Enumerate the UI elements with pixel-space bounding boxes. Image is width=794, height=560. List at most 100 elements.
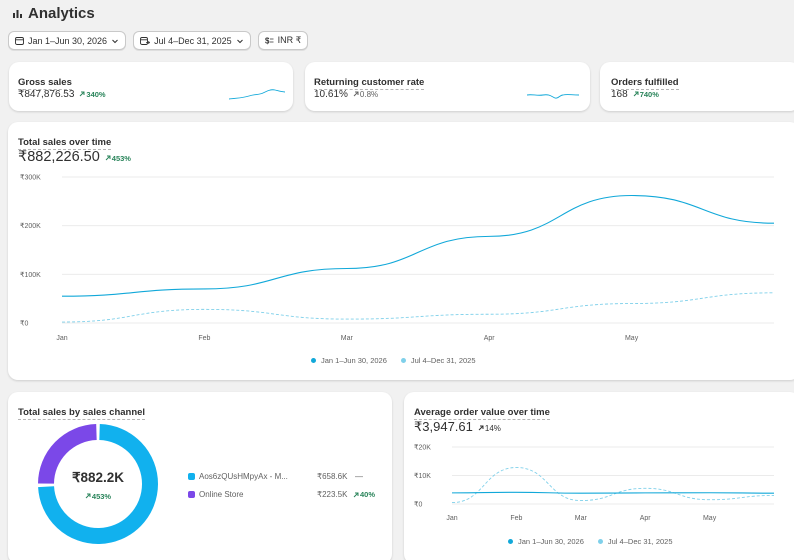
legend-dot: [311, 358, 316, 363]
arrow-up-right-icon: [353, 91, 359, 97]
x-tick-label: May: [703, 515, 717, 522]
sales-by-channel-card: Total sales by sales channel ₹882.2K 453…: [8, 392, 392, 560]
chart-legend: Jan 1–Jun 30, 2026 Jul 4–Dec 31, 2025: [508, 537, 673, 546]
total-sales-line-chart: ₹300K ₹200K ₹100K ₹0 Jan Feb Mar Apr May: [20, 174, 775, 342]
delta-badge: 453%: [85, 492, 111, 501]
x-tick-label: Mar: [341, 335, 354, 342]
date-range-label: Jan 1–Jun 30, 2026: [28, 35, 108, 46]
arrow-up-right-icon: [80, 91, 85, 97]
bar-chart-icon: [13, 10, 22, 18]
y-tick-label: ₹200K: [20, 222, 41, 230]
legend-item-current[interactable]: Jan 1–Jun 30, 2026: [311, 356, 387, 365]
calendar-compare-icon: [140, 37, 151, 45]
chart-title: Total sales by sales channel: [18, 407, 146, 420]
x-tick-label: Apr: [484, 335, 496, 342]
aov-line-chart: ₹20K ₹10K ₹0 Jan Feb Mar Apr May: [414, 444, 775, 522]
legend-item-comparison[interactable]: Jul 4–Dec 31, 2025: [597, 537, 673, 546]
y-tick-label: ₹0: [20, 320, 28, 328]
delta-badge: 740%: [633, 90, 659, 99]
total-sales-value: ₹882,226.50: [18, 149, 100, 165]
kpi-value: 168: [611, 89, 628, 100]
channel-value: ₹223.5K: [317, 490, 348, 499]
series-line-current: [451, 491, 775, 494]
y-tick-label: ₹20K: [414, 444, 431, 452]
sparkline: [527, 94, 579, 99]
channel-name: Aos6zQUsHMpyAx - M...: [199, 472, 288, 481]
page-title: Analytics: [28, 5, 95, 22]
kpi-card-orders-fulfilled[interactable]: Orders fulfilled 168 740%: [600, 62, 794, 111]
kpi-value: ₹847,876.53: [18, 89, 75, 100]
delta-value: 0.8%: [359, 89, 379, 99]
kpi-value: 10.61%: [314, 89, 348, 100]
arrow-up-right-icon: [478, 425, 484, 431]
y-tick-label: ₹0: [414, 501, 422, 509]
legend-label: Jul 4–Dec 31, 2025: [607, 537, 673, 546]
legend-label: Jul 4–Dec 31, 2025: [410, 356, 476, 365]
x-tick-label: Mar: [575, 515, 588, 522]
channel-name: Online Store: [199, 490, 244, 499]
channel-swatch: [188, 491, 195, 498]
delta-badge: 340%: [79, 89, 106, 99]
currency-button[interactable]: $ INR ₹: [257, 31, 309, 50]
legend-item-comparison[interactable]: Jul 4–Dec 31, 2025: [400, 356, 476, 365]
kpi-title: Returning customer rate: [314, 77, 425, 90]
delta-value: 453%: [91, 491, 112, 501]
legend-dot: [400, 358, 406, 363]
x-tick-label: Feb: [198, 335, 210, 342]
arrow-up-right-icon: [353, 492, 359, 497]
kpi-card-gross-sales[interactable]: Gross sales ₹847,876.53 340%: [9, 62, 293, 111]
x-tick-label: Feb: [510, 515, 522, 522]
delta-value: 340%: [86, 89, 106, 99]
delta-badge: 14%: [478, 424, 501, 433]
x-tick-label: Jan: [56, 335, 67, 342]
series-line-comparison: [61, 292, 775, 323]
currency-label: INR ₹: [277, 35, 302, 45]
donut-center-value: ₹882.2K: [71, 470, 125, 485]
channel-swatch: [188, 473, 195, 480]
y-tick-label: ₹10K: [414, 472, 431, 480]
chevron-down-icon: [236, 39, 243, 43]
arrow-up-right-icon: [633, 91, 639, 97]
channel-row[interactable]: Aos6zQUsHMpyAx - M... ₹658.6K —: [188, 472, 363, 481]
delta-badge: 0.8%: [353, 90, 378, 99]
donut-slice: [38, 424, 158, 544]
legend-dot: [597, 539, 603, 544]
channel-value: ₹658.6K: [317, 472, 348, 481]
aov-value: ₹3,947.61: [414, 419, 473, 434]
arrow-up-right-icon: [85, 493, 91, 499]
legend-dot: [508, 539, 513, 544]
channel-delta: 40%: [360, 490, 376, 499]
svg-text:$: $: [265, 37, 270, 46]
channel-row[interactable]: Online Store ₹223.5K 40%: [188, 490, 375, 499]
chart-title: Average order value over time: [414, 407, 550, 420]
currency-exchange-icon: $: [265, 37, 274, 46]
x-tick-label: May: [625, 335, 639, 342]
delta-value: 14%: [484, 423, 501, 433]
x-tick-label: Jan: [446, 515, 457, 522]
date-range-button[interactable]: Jan 1–Jun 30, 2026: [8, 31, 127, 50]
legend-item-current[interactable]: Jan 1–Jun 30, 2026: [508, 537, 584, 546]
compare-range-button[interactable]: Jul 4–Dec 31, 2025: [133, 31, 251, 50]
x-tick-label: Apr: [640, 515, 652, 522]
donut-slice: [38, 424, 98, 484]
y-tick-label: ₹100K: [20, 271, 41, 279]
aov-card: Average order value over time ₹3,947.61 …: [404, 392, 794, 560]
sparkline: [229, 89, 285, 100]
channel-delta: —: [355, 472, 363, 481]
page-header: Analytics: [12, 5, 95, 22]
delta-badge: 453%: [105, 154, 131, 163]
series-line-comparison: [451, 467, 775, 504]
series-line-current: [61, 194, 775, 297]
arrow-up-right-icon: [105, 155, 111, 161]
filter-bar: Jan 1–Jun 30, 2026 Jul 4–Dec 31, 2025 $ …: [8, 31, 309, 50]
sales-channel-donut-chart: [38, 424, 158, 544]
chart-title: Total sales over time: [18, 137, 112, 150]
legend-label: Jan 1–Jun 30, 2026: [518, 537, 584, 546]
donut-center: ₹882.2K 453%: [34, 470, 162, 504]
total-sales-card: Total sales over time ₹882,226.50 453% ₹…: [8, 122, 794, 380]
legend-label: Jan 1–Jun 30, 2026: [321, 356, 387, 365]
delta-badge: 40%: [353, 490, 375, 499]
kpi-title: Gross sales: [18, 77, 72, 90]
chevron-down-icon: [112, 39, 118, 43]
kpi-card-returning-rate[interactable]: Returning customer rate 10.61% 0.8%: [305, 62, 590, 111]
